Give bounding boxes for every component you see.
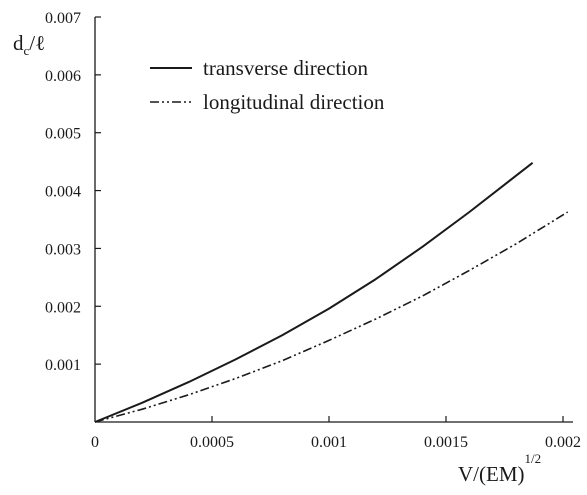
ticks — [95, 16, 564, 422]
y-tick-label: 0.005 — [45, 126, 81, 143]
x-tick-label: 0.0005 — [190, 434, 234, 451]
x-tick-label: 0.001 — [311, 434, 347, 451]
y-tick-label: 0.004 — [45, 184, 81, 201]
y-tick-label: 0.001 — [45, 357, 81, 374]
y-tick-label: 0.003 — [45, 241, 81, 258]
series-line-longitudinal — [94, 211, 569, 423]
x-axis-label-sup: 1/2 — [525, 451, 542, 466]
y-tick-label: 0.006 — [45, 68, 81, 85]
x-axis-label: V/(EM)1/2 — [458, 451, 541, 486]
y-tick-label: 0.002 — [45, 299, 81, 316]
y-axis-label-sub: c — [24, 43, 30, 58]
x-tick-label: 0.002 — [545, 434, 581, 451]
y-axis-label: dc/ℓ — [13, 31, 45, 58]
y-axis-label-main: d — [13, 31, 24, 55]
y-axis-label-rest: /ℓ — [29, 31, 45, 55]
x-tick-label: 0 — [91, 434, 99, 451]
series-layer — [94, 162, 569, 423]
y-tick-label: 0.007 — [45, 10, 81, 27]
series-line-transverse — [94, 162, 534, 423]
axes — [94, 17, 573, 423]
legend-label-transverse: transverse direction — [203, 56, 369, 80]
x-tick-label: 0.0015 — [424, 434, 468, 451]
tick-labels: 0 0.0005 0.001 0.0015 0.002 0.001 0.002 0.003 0.… — [45, 10, 581, 451]
legend: transverse direction longitudinal direct… — [150, 56, 385, 114]
x-axis-label-main: V/(EM) — [458, 462, 525, 486]
legend-label-longitudinal: longitudinal direction — [203, 90, 385, 114]
